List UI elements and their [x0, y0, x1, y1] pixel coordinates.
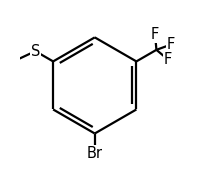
Text: Br: Br [87, 146, 103, 161]
Text: S: S [31, 44, 40, 59]
Text: F: F [167, 37, 175, 52]
Text: F: F [164, 52, 172, 67]
Text: F: F [151, 27, 159, 42]
